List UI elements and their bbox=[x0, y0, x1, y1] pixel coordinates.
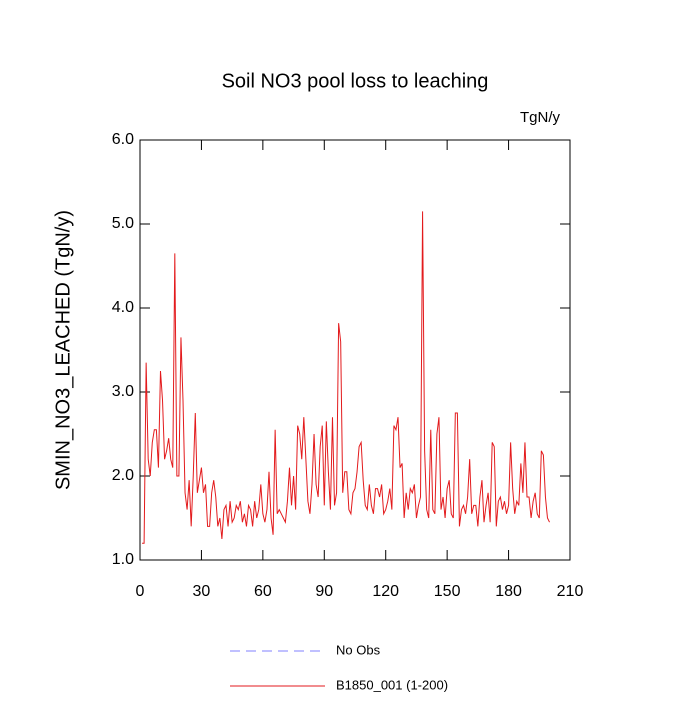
x-tick-label: 30 bbox=[193, 583, 211, 600]
x-tick-label: 120 bbox=[372, 583, 399, 600]
x-tick-label: 90 bbox=[315, 583, 333, 600]
legend-label: No Obs bbox=[336, 642, 381, 657]
units-label: TgN/y bbox=[520, 109, 561, 126]
y-tick-label: 6.0 bbox=[112, 131, 134, 148]
x-tick-label: 0 bbox=[136, 583, 145, 600]
x-tick-label: 210 bbox=[557, 583, 584, 600]
x-tick-label: 180 bbox=[495, 583, 522, 600]
y-tick-label: 5.0 bbox=[112, 215, 134, 232]
series-line bbox=[142, 211, 550, 544]
legend-label: B1850_001 (1-200) bbox=[336, 677, 448, 692]
y-tick-label: 4.0 bbox=[112, 299, 134, 316]
x-tick-label: 60 bbox=[254, 583, 272, 600]
chart-title: Soil NO3 pool loss to leaching bbox=[222, 70, 489, 92]
y-axis-label: SMIN_NO3_LEACHED (TgN/y) bbox=[52, 210, 74, 490]
y-tick-label: 1.0 bbox=[112, 551, 134, 568]
y-tick-label: 2.0 bbox=[112, 467, 134, 484]
x-tick-label: 150 bbox=[434, 583, 461, 600]
plot-frame bbox=[139, 139, 571, 561]
y-tick-label: 3.0 bbox=[112, 383, 134, 400]
